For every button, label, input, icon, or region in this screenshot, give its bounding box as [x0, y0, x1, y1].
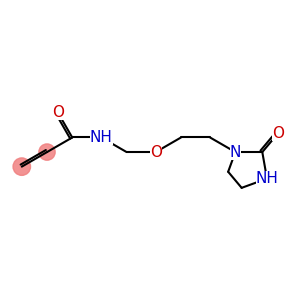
Text: NH: NH: [256, 171, 278, 186]
Circle shape: [39, 144, 55, 160]
Text: O: O: [150, 145, 162, 160]
Text: O: O: [52, 105, 64, 120]
Text: N: N: [230, 145, 241, 160]
Text: O: O: [272, 126, 284, 141]
Text: NH: NH: [90, 130, 113, 145]
Circle shape: [13, 158, 31, 176]
